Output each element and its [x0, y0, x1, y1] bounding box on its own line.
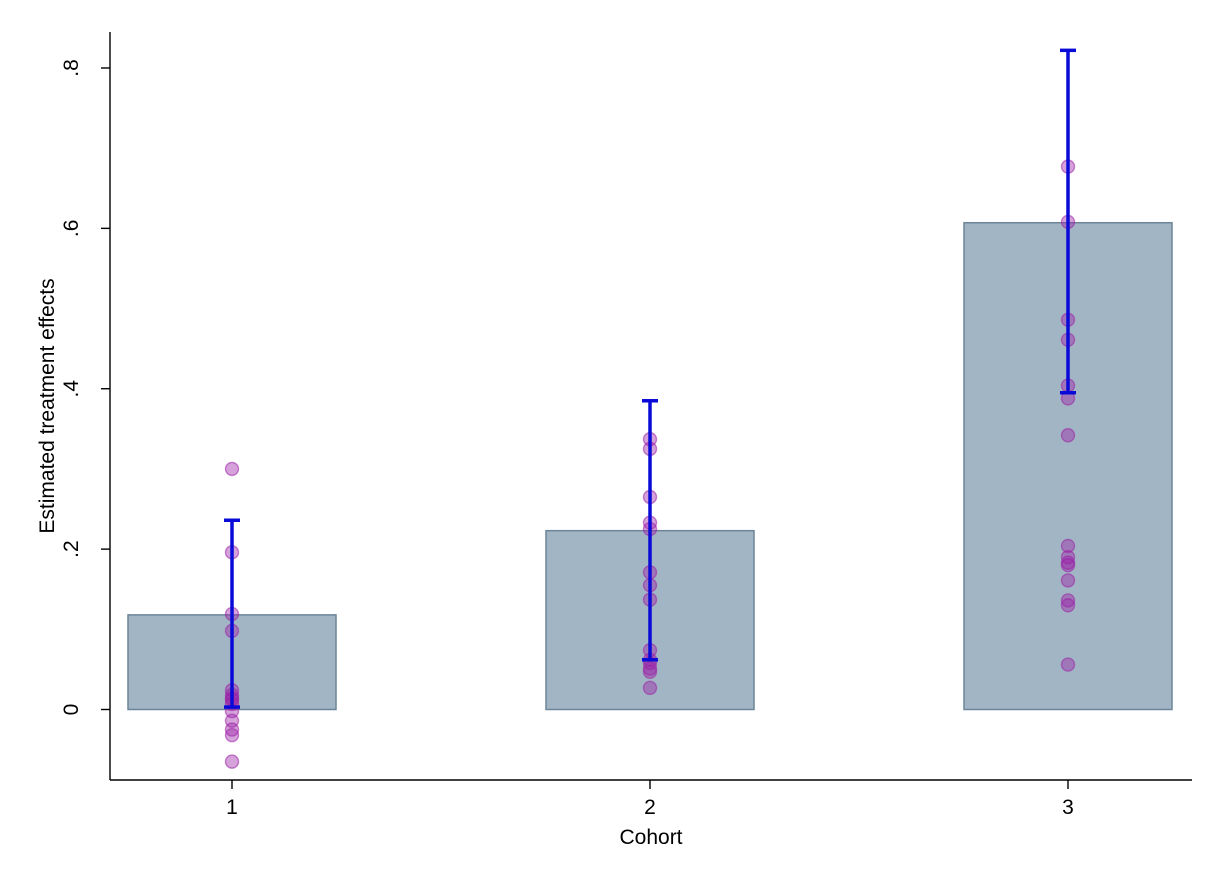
point-cohort-3-13 — [1060, 598, 1076, 613]
ci-layer — [224, 48, 1076, 709]
x-tick-label-2: 2 — [644, 796, 656, 819]
y-tick-label-4: .8 — [60, 59, 83, 77]
point-cohort-3-6 — [1060, 428, 1076, 443]
point-cohort-2-13 — [642, 680, 658, 696]
point-cohort-3-10 — [1060, 557, 1076, 573]
y-tick-label-3: .6 — [60, 220, 83, 238]
axes-layer: 0 .2 .4 .6 .8 1 2 3 — [60, 32, 1192, 819]
x-axis-title: Cohort — [619, 826, 682, 849]
point-cohort-1-0 — [224, 461, 240, 477]
point-cohort-3-7 — [1060, 538, 1076, 554]
y-tick-label-0: 0 — [60, 704, 83, 716]
point-cohort-2-11 — [642, 661, 658, 676]
y-axis-title: Estimated treatment effects — [36, 278, 59, 533]
point-cohort-3-12 — [1060, 593, 1076, 608]
x-tick-label-1: 1 — [226, 796, 238, 819]
y-tick-label-2: .4 — [60, 380, 83, 398]
point-cohort-3-11 — [1060, 573, 1076, 588]
y-tick-label-1: .2 — [60, 540, 83, 558]
point-cohort-3-14 — [1060, 657, 1076, 672]
x-tick-label-3: 3 — [1062, 796, 1074, 819]
point-cohort-1-12 — [224, 727, 240, 743]
point-cohort-2-12 — [642, 664, 658, 680]
point-cohort-1-11 — [224, 722, 240, 737]
point-cohort-3-8 — [1060, 549, 1076, 565]
point-cohort-1-13 — [224, 754, 240, 769]
